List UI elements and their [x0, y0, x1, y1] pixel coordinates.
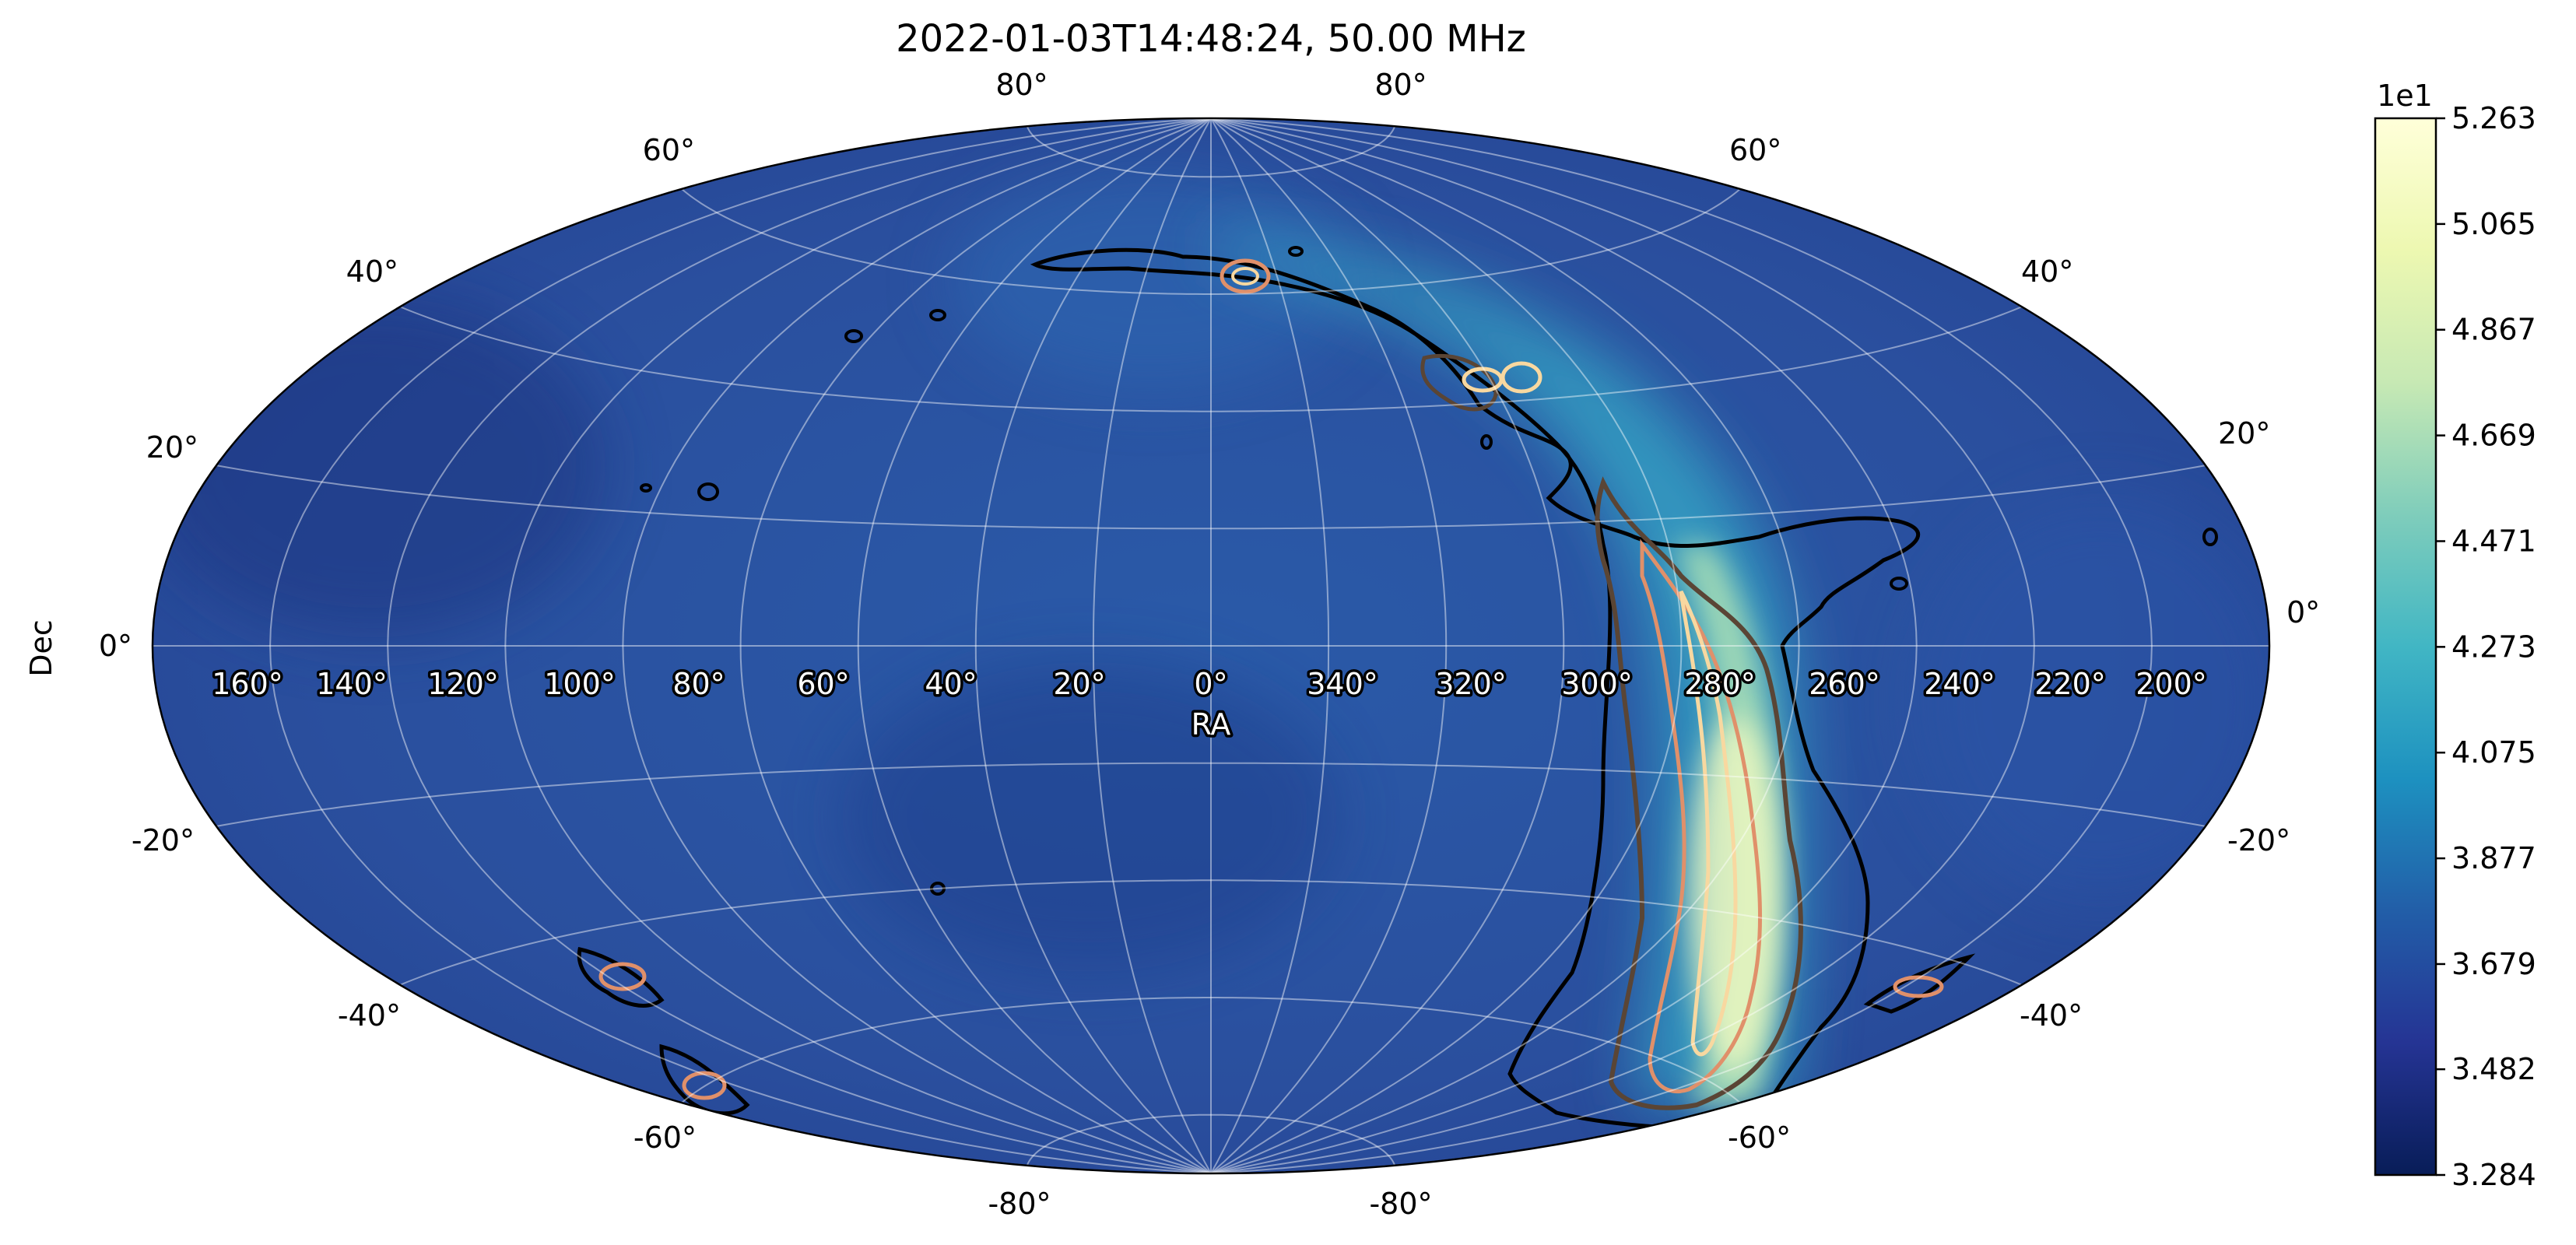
- meridian-line: [1210, 118, 1918, 1173]
- dec-tick-labels-right: -60° -40° -20° 0° 20° 40° 60°: [1728, 133, 2320, 1155]
- chart-title: 2022-01-03T14:48:24, 50.00 MHz: [896, 17, 1526, 61]
- dec-tick: -60°: [633, 1120, 697, 1155]
- ra-tick: 300°: [1561, 667, 1633, 701]
- ra-tick: 140°: [316, 667, 388, 701]
- colorbar-tick-label: 5.263: [2451, 101, 2536, 135]
- colorbar-gradient: [2374, 117, 2437, 1177]
- meridian-line: [269, 118, 1212, 1173]
- ra-tick: 100°: [544, 667, 616, 701]
- ra-tick: 40°: [925, 667, 977, 701]
- ra-tick: 200°: [2136, 667, 2207, 701]
- dec-tick: -20°: [132, 823, 195, 857]
- ra-tick: 320°: [1435, 667, 1507, 701]
- ra-tick: 20°: [1053, 667, 1105, 701]
- dec-tick: 80°: [995, 68, 1048, 102]
- ra-tick-labels: 160° 140° 120° 100° 80° 60° 40° 20° 0° 3…: [209, 665, 2210, 745]
- parallel-line: [1026, 125, 1396, 178]
- meridian-line: [1210, 118, 2153, 1173]
- ra-tick: 340°: [1307, 667, 1378, 701]
- meridian-line: [1210, 118, 2035, 1173]
- dec-tick: 60°: [1729, 133, 1781, 167]
- dec-tick: -40°: [338, 998, 401, 1033]
- ra-tick: 260°: [1809, 667, 1880, 701]
- colorbar: 1e1 5.263 5.065 4.867 4.669 4.471 4.273 4.075 3…: [2374, 79, 2536, 1192]
- dec-tick: 0°: [99, 629, 132, 663]
- contour-core: [1679, 590, 1738, 1057]
- dec-tick: 20°: [146, 430, 198, 465]
- parallel-line: [216, 465, 2206, 530]
- dec-tick: 80°: [1374, 68, 1427, 102]
- colorbar-tick-label: 3.877: [2451, 841, 2536, 875]
- meridian-line: [1092, 118, 1212, 1173]
- dec-tick: 60°: [643, 133, 695, 167]
- colorbar-tick-label: 4.669: [2451, 419, 2536, 453]
- dec-tick-labels-left: -60° -40° -20° 0° 20° 40° 60°: [99, 133, 697, 1155]
- contour-mid: [1595, 476, 1803, 1110]
- dec-tick: -40°: [2020, 998, 2083, 1033]
- dec-tick: -80°: [988, 1187, 1051, 1221]
- dec-tick: -20°: [2227, 823, 2290, 857]
- contour-inner: [1640, 538, 1763, 1094]
- parallel-line: [1026, 1113, 1396, 1166]
- meridian-line: [1210, 118, 1448, 1173]
- parallel-line: [399, 879, 2023, 986]
- meridian-line: [1210, 118, 1683, 1173]
- parallel-line: [399, 306, 2023, 412]
- meridian-line: [1210, 118, 1800, 1173]
- meridian-line: [857, 118, 1212, 1173]
- parallel-line: [216, 762, 2206, 827]
- colorbar-multiplier: 1e1: [2377, 79, 2433, 113]
- meridian-line: [504, 118, 1212, 1173]
- x-axis-label: RA: [1191, 707, 1231, 742]
- contours: [577, 246, 2218, 1131]
- dec-pole-labels: 80° 80° -80° -80°: [988, 68, 1432, 1221]
- meridian-line: [622, 118, 1212, 1173]
- colorbar-ticks: 5.263 5.065 4.867 4.669 4.471 4.273 4.075 3.877…: [2436, 101, 2536, 1192]
- sky-map: [153, 118, 2269, 1173]
- ra-tick: 240°: [1924, 667, 1995, 701]
- colorbar-tick-label: 4.075: [2451, 735, 2536, 770]
- colorbar-tick-label: 3.284: [2451, 1158, 2536, 1192]
- ra-tick: 160°: [212, 667, 283, 701]
- dec-tick: 20°: [2218, 416, 2270, 451]
- ra-tick: 120°: [427, 667, 499, 701]
- y-axis-label: Dec: [24, 619, 58, 677]
- colorbar-tick-label: 3.482: [2451, 1052, 2536, 1086]
- dec-tick: -80°: [1369, 1187, 1432, 1221]
- colorbar-tick-label: 4.867: [2451, 313, 2536, 347]
- colorbar-tick-label: 3.679: [2451, 947, 2536, 981]
- ra-tick: 80°: [672, 667, 725, 701]
- dec-tick: -60°: [1728, 1120, 1791, 1155]
- meridian-line: [1210, 118, 1565, 1173]
- meridian-line: [1210, 118, 1330, 1173]
- ra-tick: 60°: [797, 667, 849, 701]
- dec-tick: 40°: [2021, 254, 2073, 289]
- dec-tick: 40°: [346, 254, 398, 289]
- parallel-line: [681, 997, 1741, 1103]
- colorbar-tick-label: 4.471: [2451, 524, 2536, 558]
- sky-boundary: [151, 117, 2271, 1175]
- ra-tick: 0°: [1194, 667, 1227, 701]
- meridian-line: [974, 118, 1212, 1173]
- colorbar-tick-label: 4.273: [2451, 630, 2536, 664]
- meridian-line: [387, 118, 1212, 1173]
- ra-tick: 280°: [1684, 667, 1756, 701]
- meridian-line: [739, 118, 1212, 1173]
- ra-tick: 220°: [2034, 667, 2106, 701]
- dec-tick: 0°: [2286, 595, 2320, 630]
- contour-outer: [1030, 247, 1920, 1131]
- parallel-line: [681, 188, 1741, 295]
- colorbar-tick-label: 5.065: [2451, 207, 2536, 241]
